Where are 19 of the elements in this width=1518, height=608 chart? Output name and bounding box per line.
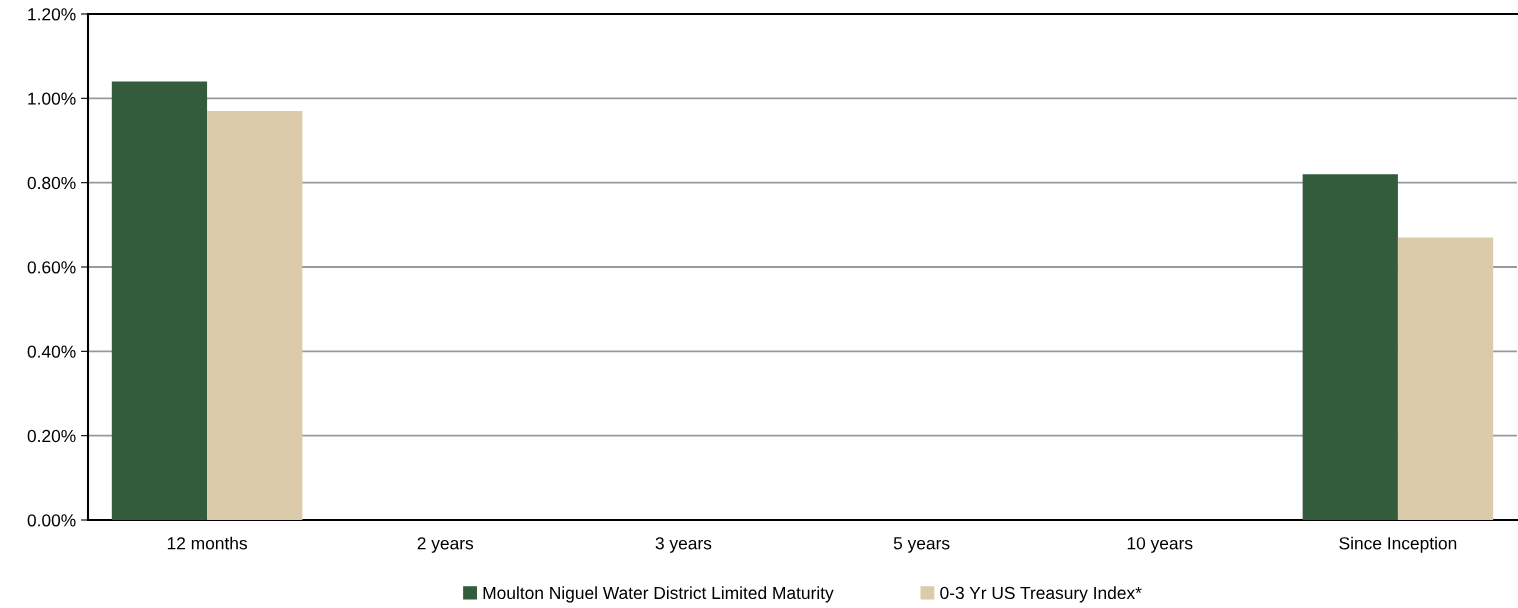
legend-label: 0-3 Yr US Treasury Index*: [940, 586, 1142, 603]
bar: [207, 110, 303, 520]
y-tick-label: 1.00%: [28, 92, 76, 105]
x-tick-label: 10 years: [1127, 537, 1193, 553]
y-tick-label: 0.40%: [27, 345, 76, 358]
x-tick-label: 5 years: [893, 537, 950, 553]
x-tick-label: 3 years: [655, 537, 712, 553]
x-tick-label: 12 months: [167, 536, 247, 550]
y-tick-label: 1.20%: [28, 8, 76, 21]
bar: [111, 81, 208, 520]
bar: [1302, 174, 1398, 520]
y-tick-label: 0.20%: [27, 429, 76, 443]
y-tick-label: 0.00%: [27, 514, 76, 527]
bar: [1397, 237, 1494, 520]
x-tick-label: Since Inception: [1339, 536, 1457, 553]
y-tick-label: 0.80%: [27, 176, 76, 190]
y-tick-label: 0.60%: [27, 261, 76, 274]
legend-label: Moulton Niguel Water District Limited Maturity: [483, 586, 834, 603]
x-tick-label: 2 years: [417, 537, 474, 553]
